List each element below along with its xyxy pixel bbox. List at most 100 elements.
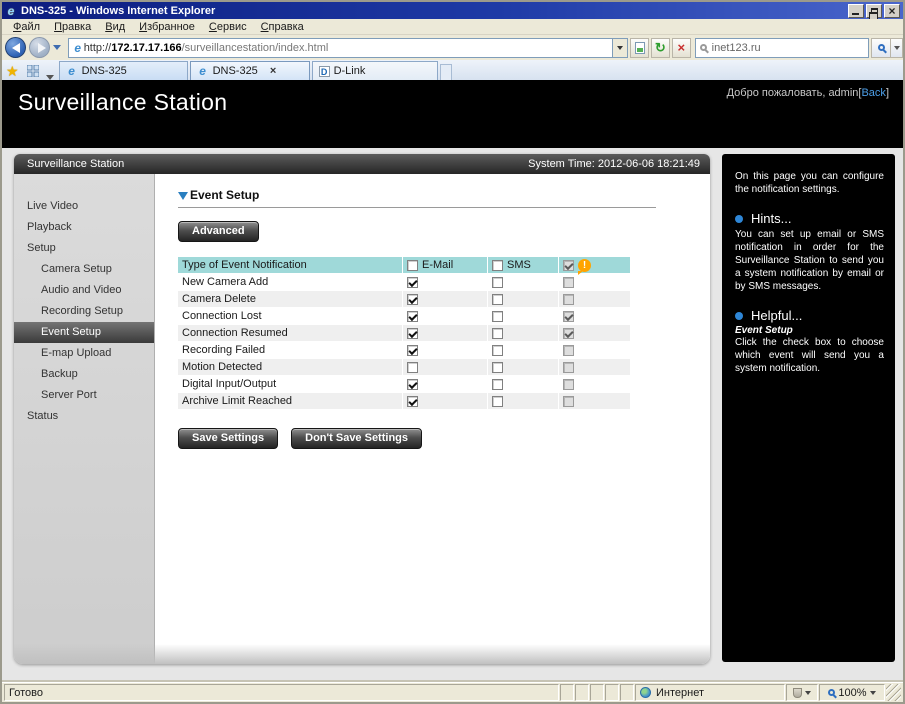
favorites-button[interactable]: ★ [2, 62, 23, 80]
sidebar-item-event-setup[interactable]: Event Setup [14, 322, 154, 343]
email-header-checkbox[interactable] [407, 259, 418, 271]
tab-close-icon[interactable]: × [269, 65, 277, 77]
window-title: DNS-325 - Windows Internet Explorer [21, 4, 216, 17]
sms-checkbox[interactable] [492, 361, 503, 373]
content-area: Event Setup Advanced Type of Event Notif… [155, 174, 710, 664]
protected-mode-icon [793, 687, 802, 698]
sidebar-item-setup[interactable]: Setup [27, 242, 56, 254]
search-input[interactable]: inet123.ru [694, 37, 870, 58]
system-checkbox [563, 276, 574, 288]
tab-dns-325-2-active[interactable]: e DNS-325 × [189, 61, 310, 80]
zoom-control[interactable]: 100% [819, 684, 885, 701]
zoom-icon [828, 689, 836, 696]
sms-checkbox[interactable] [492, 344, 503, 356]
system-checkbox [563, 327, 574, 339]
history-dropdown-icon[interactable] [52, 45, 61, 50]
close-button[interactable]: × [884, 3, 900, 18]
alert-header-checkbox [563, 259, 574, 271]
section-divider [178, 207, 656, 208]
menu-help[interactable]: Справка [260, 20, 304, 33]
email-checkbox[interactable] [407, 395, 418, 407]
sidebar-item-playback[interactable]: Playback [27, 221, 72, 233]
app-banner: Surveillance Station Добро пожаловать, a… [2, 80, 903, 148]
email-checkbox[interactable] [407, 327, 418, 339]
favorites-star-icon: ★ [6, 63, 19, 79]
main-panel: Surveillance Station System Time: 2012-0… [14, 154, 710, 664]
welcome-text: Добро пожаловать, admin[Back] [726, 87, 889, 99]
email-checkbox[interactable] [407, 361, 418, 373]
compatibility-view-button[interactable] [630, 37, 649, 58]
quick-tabs-icon [26, 65, 39, 77]
quick-tabs-button[interactable] [23, 62, 43, 80]
dont-save-settings-button[interactable]: Don't Save Settings [291, 428, 422, 449]
refresh-icon: ↻ [654, 40, 666, 55]
stop-button[interactable]: × [671, 37, 691, 58]
table-row: Motion Detected [178, 359, 630, 375]
resize-grip[interactable] [886, 684, 901, 701]
system-checkbox [563, 293, 574, 305]
advanced-button[interactable]: Advanced [178, 221, 259, 242]
sidebar-item-camera-setup[interactable]: Camera Setup [41, 263, 112, 275]
menu-file[interactable]: Файл [13, 20, 41, 33]
sms-header-checkbox[interactable] [492, 259, 503, 271]
table-header-row: Type of Event Notification E-Mail SMS [178, 257, 630, 275]
system-checkbox [563, 395, 574, 407]
sidebar-item-status[interactable]: Status [27, 410, 59, 422]
email-checkbox[interactable] [407, 276, 418, 288]
column-alert [559, 257, 630, 275]
minimize-button[interactable] [848, 3, 864, 18]
column-email: E-Mail [403, 257, 487, 273]
sidebar-item-e-map-upload[interactable]: E-map Upload [41, 347, 112, 359]
refresh-button[interactable]: ↻ [650, 37, 670, 58]
email-checkbox[interactable] [407, 378, 418, 390]
sms-checkbox[interactable] [492, 293, 503, 305]
sidebar-item-server-port[interactable]: Server Port [41, 389, 97, 401]
sms-checkbox[interactable] [492, 327, 503, 339]
navigation-bar: e http://172.17.17.166/surveillancestati… [2, 35, 903, 60]
sms-checkbox[interactable] [492, 378, 503, 390]
ie-tab-icon: e [68, 64, 75, 78]
email-checkbox[interactable] [407, 310, 418, 322]
menu-favorites[interactable]: Избранное [139, 20, 195, 33]
hints-text: You can set up email or SMS notification… [735, 229, 884, 292]
sms-checkbox[interactable] [492, 310, 503, 322]
sidebar-item-audio-and-video[interactable]: Audio and Video [41, 284, 122, 296]
search-options-button[interactable] [891, 37, 903, 58]
protected-mode-button[interactable] [786, 684, 818, 701]
sidebar-item-recording-setup[interactable]: Recording Setup [41, 305, 123, 317]
table-row: Camera Delete [178, 291, 630, 307]
new-tab-stub[interactable] [439, 64, 452, 80]
table-row: Digital Input/Output [178, 376, 630, 392]
tab-d-link[interactable]: D D-Link [311, 61, 438, 80]
sidebar-item-live-video[interactable]: Live Video [27, 200, 79, 212]
menu-tools[interactable]: Сервис [208, 20, 247, 33]
address-dropdown-button[interactable] [612, 38, 628, 57]
hints-heading: Hints... [735, 211, 884, 226]
sms-checkbox[interactable] [492, 276, 503, 288]
sms-checkbox[interactable] [492, 395, 503, 407]
sidebar-item-backup[interactable]: Backup [41, 368, 78, 380]
email-checkbox[interactable] [407, 344, 418, 356]
save-settings-button[interactable]: Save Settings [178, 428, 279, 449]
minimize-icon [852, 12, 859, 15]
tab-dns-325-1[interactable]: e DNS-325 [58, 61, 188, 80]
forward-button[interactable] [28, 37, 50, 58]
bullet-icon [735, 311, 743, 320]
section-title: Event Setup [190, 188, 260, 202]
menu-edit[interactable]: Правка [54, 20, 92, 33]
section-arrow-icon [178, 191, 188, 200]
chevron-down-icon [617, 45, 624, 50]
help-intro: On this page you can configure the notif… [735, 171, 884, 195]
table-row: Connection Lost [178, 308, 630, 324]
tab-list-dropdown-icon[interactable] [45, 75, 54, 80]
menu-view[interactable]: Вид [105, 20, 126, 33]
back-button[interactable] [5, 37, 26, 58]
restore-button[interactable] [866, 3, 882, 21]
search-value: inet123.ru [711, 41, 761, 54]
search-go-button[interactable] [871, 37, 892, 58]
table-row: New Camera Add [178, 274, 630, 290]
back-link[interactable]: Back [861, 87, 886, 99]
email-checkbox[interactable] [407, 293, 418, 305]
address-bar[interactable]: e http://172.17.17.166/surveillancestati… [67, 37, 629, 58]
search-go-icon [877, 44, 885, 51]
